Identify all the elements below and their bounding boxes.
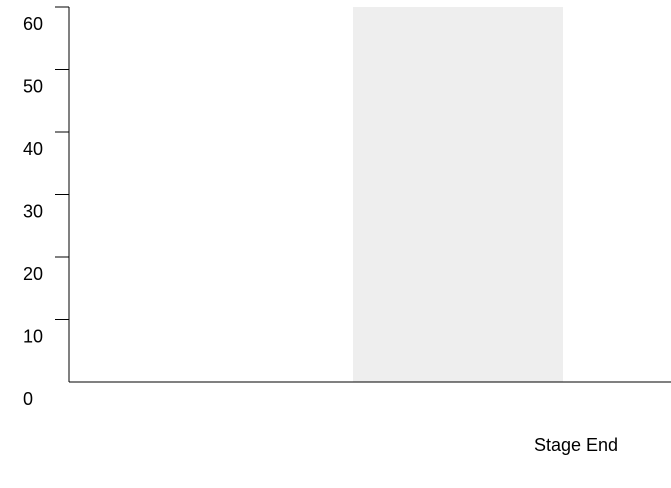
y-tick-label-10: 10 [23,327,43,347]
stage-end-band [353,7,563,382]
y-tick-label-40: 40 [23,139,43,159]
y-axis: 0 10 20 30 40 50 60 [23,6,70,409]
y-tick-label-20: 20 [23,264,43,284]
y-tick-label-0: 0 [23,389,33,409]
stage-end-label: Stage End [534,435,618,455]
y-tick-label-30: 30 [23,202,43,222]
y-tick-label-50: 50 [23,77,43,97]
y-tick-label-60: 60 [23,14,43,34]
